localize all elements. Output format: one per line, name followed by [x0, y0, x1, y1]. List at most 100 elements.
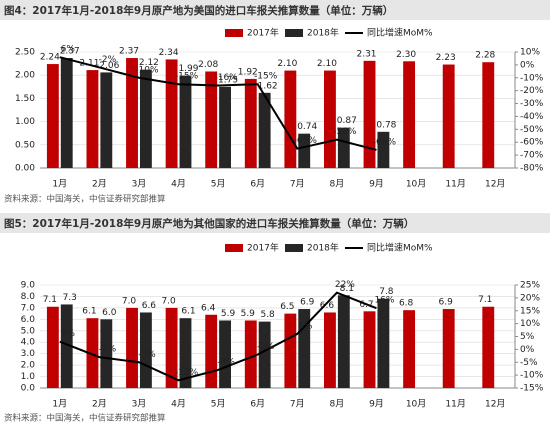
bar [258, 321, 271, 388]
x-tick-label: 9月 [369, 179, 384, 190]
bar-label: 1.75 [218, 75, 238, 85]
line-label: -3% [99, 345, 117, 355]
bar [86, 318, 99, 388]
bar-label: 6.0 [102, 308, 117, 318]
bar [219, 320, 231, 388]
bar [126, 58, 138, 169]
bar-label: 2.37 [60, 47, 80, 57]
y2-tick-label: -15% [520, 384, 544, 394]
bar [337, 295, 350, 388]
bar-label: 6.5 [280, 302, 294, 312]
bar-label: 7.8 [379, 287, 394, 297]
y2-tick-label: 0% [520, 60, 535, 70]
bar [100, 72, 113, 168]
y-tick-label: 0.00 [15, 164, 35, 174]
x-tick-label: 7月 [290, 399, 305, 410]
y2-tick-label: -60% [520, 138, 544, 148]
y2-tick-label: 20% [520, 293, 540, 303]
x-tick-label: 2月 [92, 399, 107, 410]
bar [284, 70, 297, 168]
bar-label: 5.8 [260, 310, 275, 320]
bar [86, 70, 99, 168]
x-tick-label: 8月 [330, 179, 345, 190]
line-label: 22% [335, 280, 355, 290]
bar-label: 5.9 [221, 309, 236, 319]
x-tick-label: 2月 [92, 179, 107, 190]
bar [377, 131, 390, 168]
y2-tick-label: 15% [520, 306, 540, 316]
x-tick-label: 12月 [485, 179, 505, 190]
x-tick-label: 4月 [171, 399, 186, 410]
bar [100, 319, 113, 388]
yoy-line [59, 291, 377, 382]
bar [165, 59, 178, 169]
x-tick-label: 7月 [290, 179, 305, 190]
bar [403, 310, 416, 388]
line-label: -10% [135, 65, 159, 75]
bar-label: 0.78 [376, 120, 396, 130]
bar-label: 2.23 [436, 53, 456, 63]
bar-label: 5.9 [241, 309, 256, 319]
source-note: 资料来源：中国海关，中信证券研究部推算 [4, 413, 166, 424]
x-tick-label: 1月 [52, 399, 67, 410]
legend-label: 同比增速MoM% [367, 242, 433, 254]
x-tick-label: 6月 [250, 179, 265, 190]
line-label: -2% [99, 55, 117, 65]
bar [337, 127, 350, 168]
line-label: -2% [257, 342, 275, 352]
bar-label: 1.62 [258, 81, 278, 91]
bar-label: 2.28 [475, 51, 495, 61]
y2-tick-label: -70% [520, 151, 544, 161]
yoy-line [59, 56, 377, 151]
legend-label: 2018年 [307, 242, 339, 254]
line-label: 16% [374, 296, 394, 306]
y-tick-label: 5.0 [21, 326, 36, 336]
x-tick-label: 9月 [369, 399, 384, 410]
y-tick-label: 2.50 [15, 48, 35, 58]
x-tick-label: 10月 [406, 399, 426, 410]
bar-label: 6.8 [399, 299, 414, 309]
bar [258, 92, 271, 168]
bar [139, 312, 152, 388]
bar [205, 71, 218, 168]
bar [205, 314, 218, 388]
bar [284, 313, 297, 388]
y2-tick-label: -50% [520, 125, 544, 135]
bar [298, 133, 311, 168]
x-tick-label: 5月 [211, 399, 226, 410]
bar [377, 298, 390, 388]
x-tick-label: 12月 [485, 399, 505, 410]
x-tick-label: 1月 [52, 179, 67, 190]
bar-label: 2.12 [139, 58, 159, 68]
x-tick-label: 8月 [330, 399, 345, 410]
x-tick-label: 6月 [250, 399, 265, 410]
line-label: -12% [175, 368, 199, 378]
bar [244, 320, 257, 388]
bar [219, 86, 231, 168]
y-tick-label: 1.50 [15, 94, 35, 104]
line-label: -16% [214, 73, 238, 83]
x-tick-label: 11月 [445, 399, 465, 410]
line-label: -66% [373, 137, 397, 147]
bar-label: 0.74 [297, 122, 317, 132]
bar-label: 2.06 [99, 61, 119, 71]
y-tick-label: 8.0 [21, 292, 36, 302]
bar [363, 311, 376, 388]
chart-title: 图4：2017年1月-2018年9月原产地为美国的进口车报关推算数量（单位：万辆… [4, 4, 393, 17]
bar [482, 306, 495, 388]
bar [179, 318, 192, 388]
source-note: 资料来源：中国海关，中信证券研究部推算 [4, 194, 166, 205]
legend-swatch [285, 244, 303, 252]
bar-label: 2.10 [277, 59, 297, 69]
bar [60, 58, 73, 169]
bar [482, 62, 495, 168]
line-label: -58% [333, 127, 357, 137]
bar-label: 2.31 [356, 49, 376, 59]
bar-label: 2.08 [198, 60, 218, 70]
y-tick-label: 0.50 [15, 140, 35, 150]
y2-tick-label: 10% [520, 319, 540, 329]
legend-swatch [225, 244, 243, 252]
x-tick-label: 5月 [211, 179, 226, 190]
bar-label: 6.1 [181, 307, 195, 317]
bar-label: 2.10 [317, 59, 337, 69]
